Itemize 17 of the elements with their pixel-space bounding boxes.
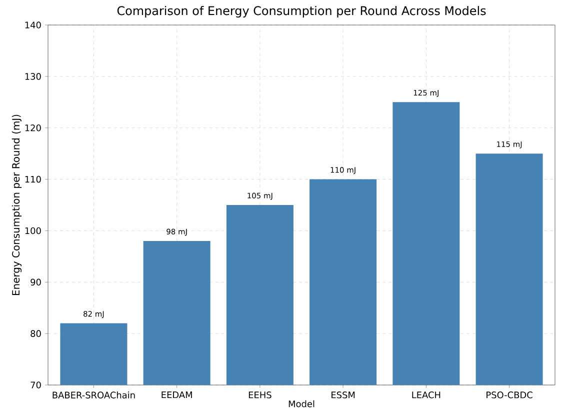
y-tick-label: 100 [25, 227, 41, 234]
y-tick-label: 130 [25, 73, 41, 80]
y-tick-label: 120 [25, 124, 41, 132]
y-tick-label: 140 [25, 22, 41, 28]
x-tick-label: EEHS [248, 392, 272, 398]
y-tick-label: 90 [30, 278, 41, 286]
x-tick-label: PSO-CBDC [486, 392, 532, 398]
x-axis-title: Model [288, 400, 314, 408]
y-tick-label: 110 [25, 176, 41, 183]
y-tick-label: 70 [30, 382, 41, 388]
chart-title: Comparison of Energy Consumption per Round Across Models [117, 6, 486, 18]
x-tick-label: EEDAM [162, 392, 192, 398]
x-tick-label: ESSM [332, 392, 355, 398]
x-tick-label: BABER-SROAChain [52, 392, 135, 398]
y-tick-label: 80 [30, 330, 41, 337]
x-tick-label: LEACH [412, 392, 440, 398]
y-axis-title: Energy Consumption per Round (mJ) [12, 114, 22, 296]
